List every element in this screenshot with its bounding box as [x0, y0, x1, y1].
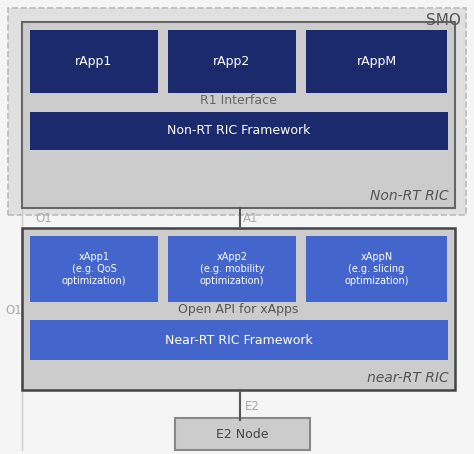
Text: E2 Node: E2 Node	[216, 428, 269, 440]
Bar	[30, 236, 158, 302]
Text: O1: O1	[6, 304, 22, 316]
Text: near-RT RIC: near-RT RIC	[367, 371, 449, 385]
Bar	[168, 30, 296, 93]
Text: rAppM: rAppM	[356, 55, 397, 68]
Bar	[306, 30, 447, 93]
Text: rApp2: rApp2	[213, 55, 251, 68]
Text: Near-RT RIC Framework: Near-RT RIC Framework	[165, 334, 313, 346]
Bar	[30, 30, 158, 93]
Text: E2: E2	[245, 400, 260, 413]
Text: xAppN
(e.g. slicing
optimization): xAppN (e.g. slicing optimization)	[344, 252, 409, 286]
Text: R1 Interface: R1 Interface	[200, 94, 277, 107]
Bar	[168, 236, 296, 302]
Bar	[175, 418, 310, 450]
Text: Non-RT RIC Framework: Non-RT RIC Framework	[167, 124, 310, 138]
Text: Non-RT RIC: Non-RT RIC	[370, 189, 449, 203]
Bar	[30, 112, 448, 150]
Bar	[30, 320, 448, 360]
Text: xApp1
(e.g. QoS
optimization): xApp1 (e.g. QoS optimization)	[62, 252, 126, 286]
Bar	[8, 8, 466, 215]
Text: A1: A1	[243, 212, 258, 224]
Bar	[22, 228, 455, 390]
Text: rApp1: rApp1	[75, 55, 113, 68]
Text: Open API for xApps: Open API for xApps	[178, 304, 299, 316]
Text: O1: O1	[35, 212, 52, 224]
Text: xApp2
(e.g. mobility
optimization): xApp2 (e.g. mobility optimization)	[200, 252, 264, 286]
Bar	[306, 236, 447, 302]
Bar	[22, 22, 455, 208]
Text: SMO: SMO	[426, 13, 461, 28]
